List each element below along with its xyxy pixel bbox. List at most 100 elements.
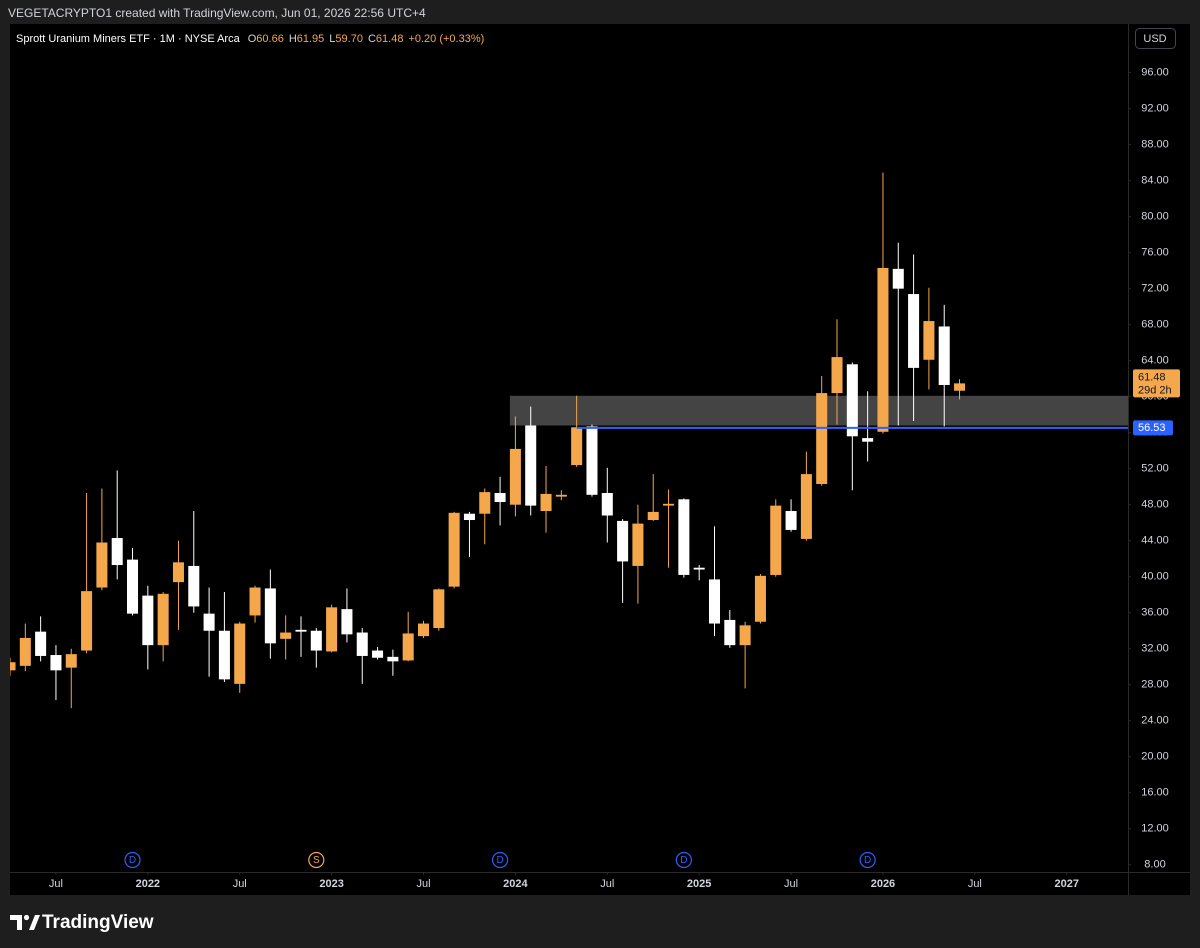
footer-logo — [10, 914, 40, 930]
body — [831, 357, 843, 394]
level-price-label: 56.53 — [1138, 422, 1166, 434]
y-tick-label: 92.00 — [1141, 103, 1169, 115]
y-tick-label: 16.00 — [1141, 787, 1169, 799]
body — [387, 656, 399, 662]
footer-brand: TradingView — [42, 912, 154, 933]
body — [678, 499, 690, 575]
body — [188, 565, 200, 607]
body — [326, 607, 338, 652]
body — [693, 567, 705, 570]
y-tick-label: 84.00 — [1141, 175, 1169, 187]
body — [862, 438, 874, 442]
body — [50, 655, 62, 671]
x-tick-label: 2024 — [503, 878, 528, 890]
body — [433, 589, 445, 629]
event-marker — [859, 851, 876, 869]
last-price-label: 61.48 — [1138, 371, 1166, 383]
body — [65, 654, 77, 668]
body — [632, 523, 644, 566]
y-tick-label: 44.00 — [1141, 535, 1169, 547]
body — [770, 505, 782, 575]
y-tick-label: 88.00 — [1141, 139, 1169, 151]
body — [739, 625, 751, 646]
event-label: D — [680, 855, 687, 866]
body — [111, 538, 123, 566]
y-tick-label: 20.00 — [1141, 751, 1169, 763]
last-price-box — [1133, 369, 1180, 398]
logo-t — [10, 915, 22, 930]
body — [295, 629, 307, 632]
body — [785, 511, 797, 530]
body — [647, 511, 659, 521]
x-tick-label: 2027 — [1054, 878, 1078, 890]
body — [96, 542, 108, 588]
countdown: 29d 2h — [1138, 384, 1172, 396]
y-tick-label: 36.00 — [1141, 607, 1169, 619]
body — [35, 631, 47, 656]
y-tick-label: 64.00 — [1141, 355, 1169, 367]
x-tick-label: 2022 — [136, 878, 160, 890]
body — [479, 492, 491, 514]
x-tick-label: 2026 — [871, 878, 895, 890]
ohlc-letter: L — [329, 33, 335, 45]
body — [724, 619, 736, 646]
y-tick-label: 80.00 — [1141, 211, 1169, 223]
body — [846, 364, 858, 437]
ohlc-letter: O — [248, 33, 257, 45]
body — [800, 474, 812, 539]
y-tick-label: 40.00 — [1141, 571, 1169, 583]
body — [203, 613, 215, 631]
body — [494, 493, 506, 503]
body — [10, 662, 16, 671]
body — [402, 633, 414, 661]
body — [555, 494, 567, 497]
event-label: S — [313, 855, 320, 866]
y-tick-label: 76.00 — [1141, 247, 1169, 259]
body — [264, 588, 276, 644]
ohlc-letter: C — [368, 33, 376, 45]
body — [663, 503, 675, 506]
body — [816, 393, 828, 485]
y-tick-label: 68.00 — [1141, 319, 1169, 331]
y-tick-label: 96.00 — [1141, 67, 1169, 79]
event-label: D — [496, 855, 503, 866]
legend: Sprott Uranium Miners ETF · 1M · NYSE Ar… — [16, 33, 484, 45]
event-label: D — [129, 855, 136, 866]
y-tick-label: 32.00 — [1141, 643, 1169, 655]
ohlc-value: 60.66 — [256, 33, 284, 45]
x-tick-label: Jul — [49, 878, 63, 890]
body — [586, 426, 598, 495]
body — [908, 294, 920, 368]
body — [463, 513, 475, 521]
body — [571, 427, 583, 466]
y-tick-label: 52.00 — [1141, 463, 1169, 475]
ohlc-value: 59.70 — [335, 33, 363, 45]
body — [280, 632, 292, 639]
x-tick-label: Jul — [416, 878, 430, 890]
event-label: D — [864, 855, 871, 866]
level-price-box — [1133, 420, 1173, 436]
x-tick-label: 2023 — [319, 878, 343, 890]
body — [127, 559, 139, 614]
y-tick-label: 24.00 — [1141, 715, 1169, 727]
y-tick-label: 12.00 — [1141, 823, 1169, 835]
logo-slash — [29, 915, 40, 930]
body — [617, 520, 629, 562]
event-marker — [675, 851, 692, 869]
y-tick-label: 28.00 — [1141, 679, 1169, 691]
event-marker — [124, 851, 141, 869]
logo-dot — [23, 914, 30, 921]
ohlc-value: 61.95 — [297, 33, 325, 45]
ohlc-value: 61.48 — [376, 33, 404, 45]
body — [923, 321, 935, 360]
body — [892, 268, 904, 289]
x-tick-label: Jul — [784, 878, 798, 890]
body — [218, 630, 230, 680]
change: +0.20 (+0.33%) — [408, 33, 484, 45]
event-marker — [491, 851, 509, 869]
body — [509, 448, 521, 505]
x-tick-label: Jul — [968, 878, 982, 890]
